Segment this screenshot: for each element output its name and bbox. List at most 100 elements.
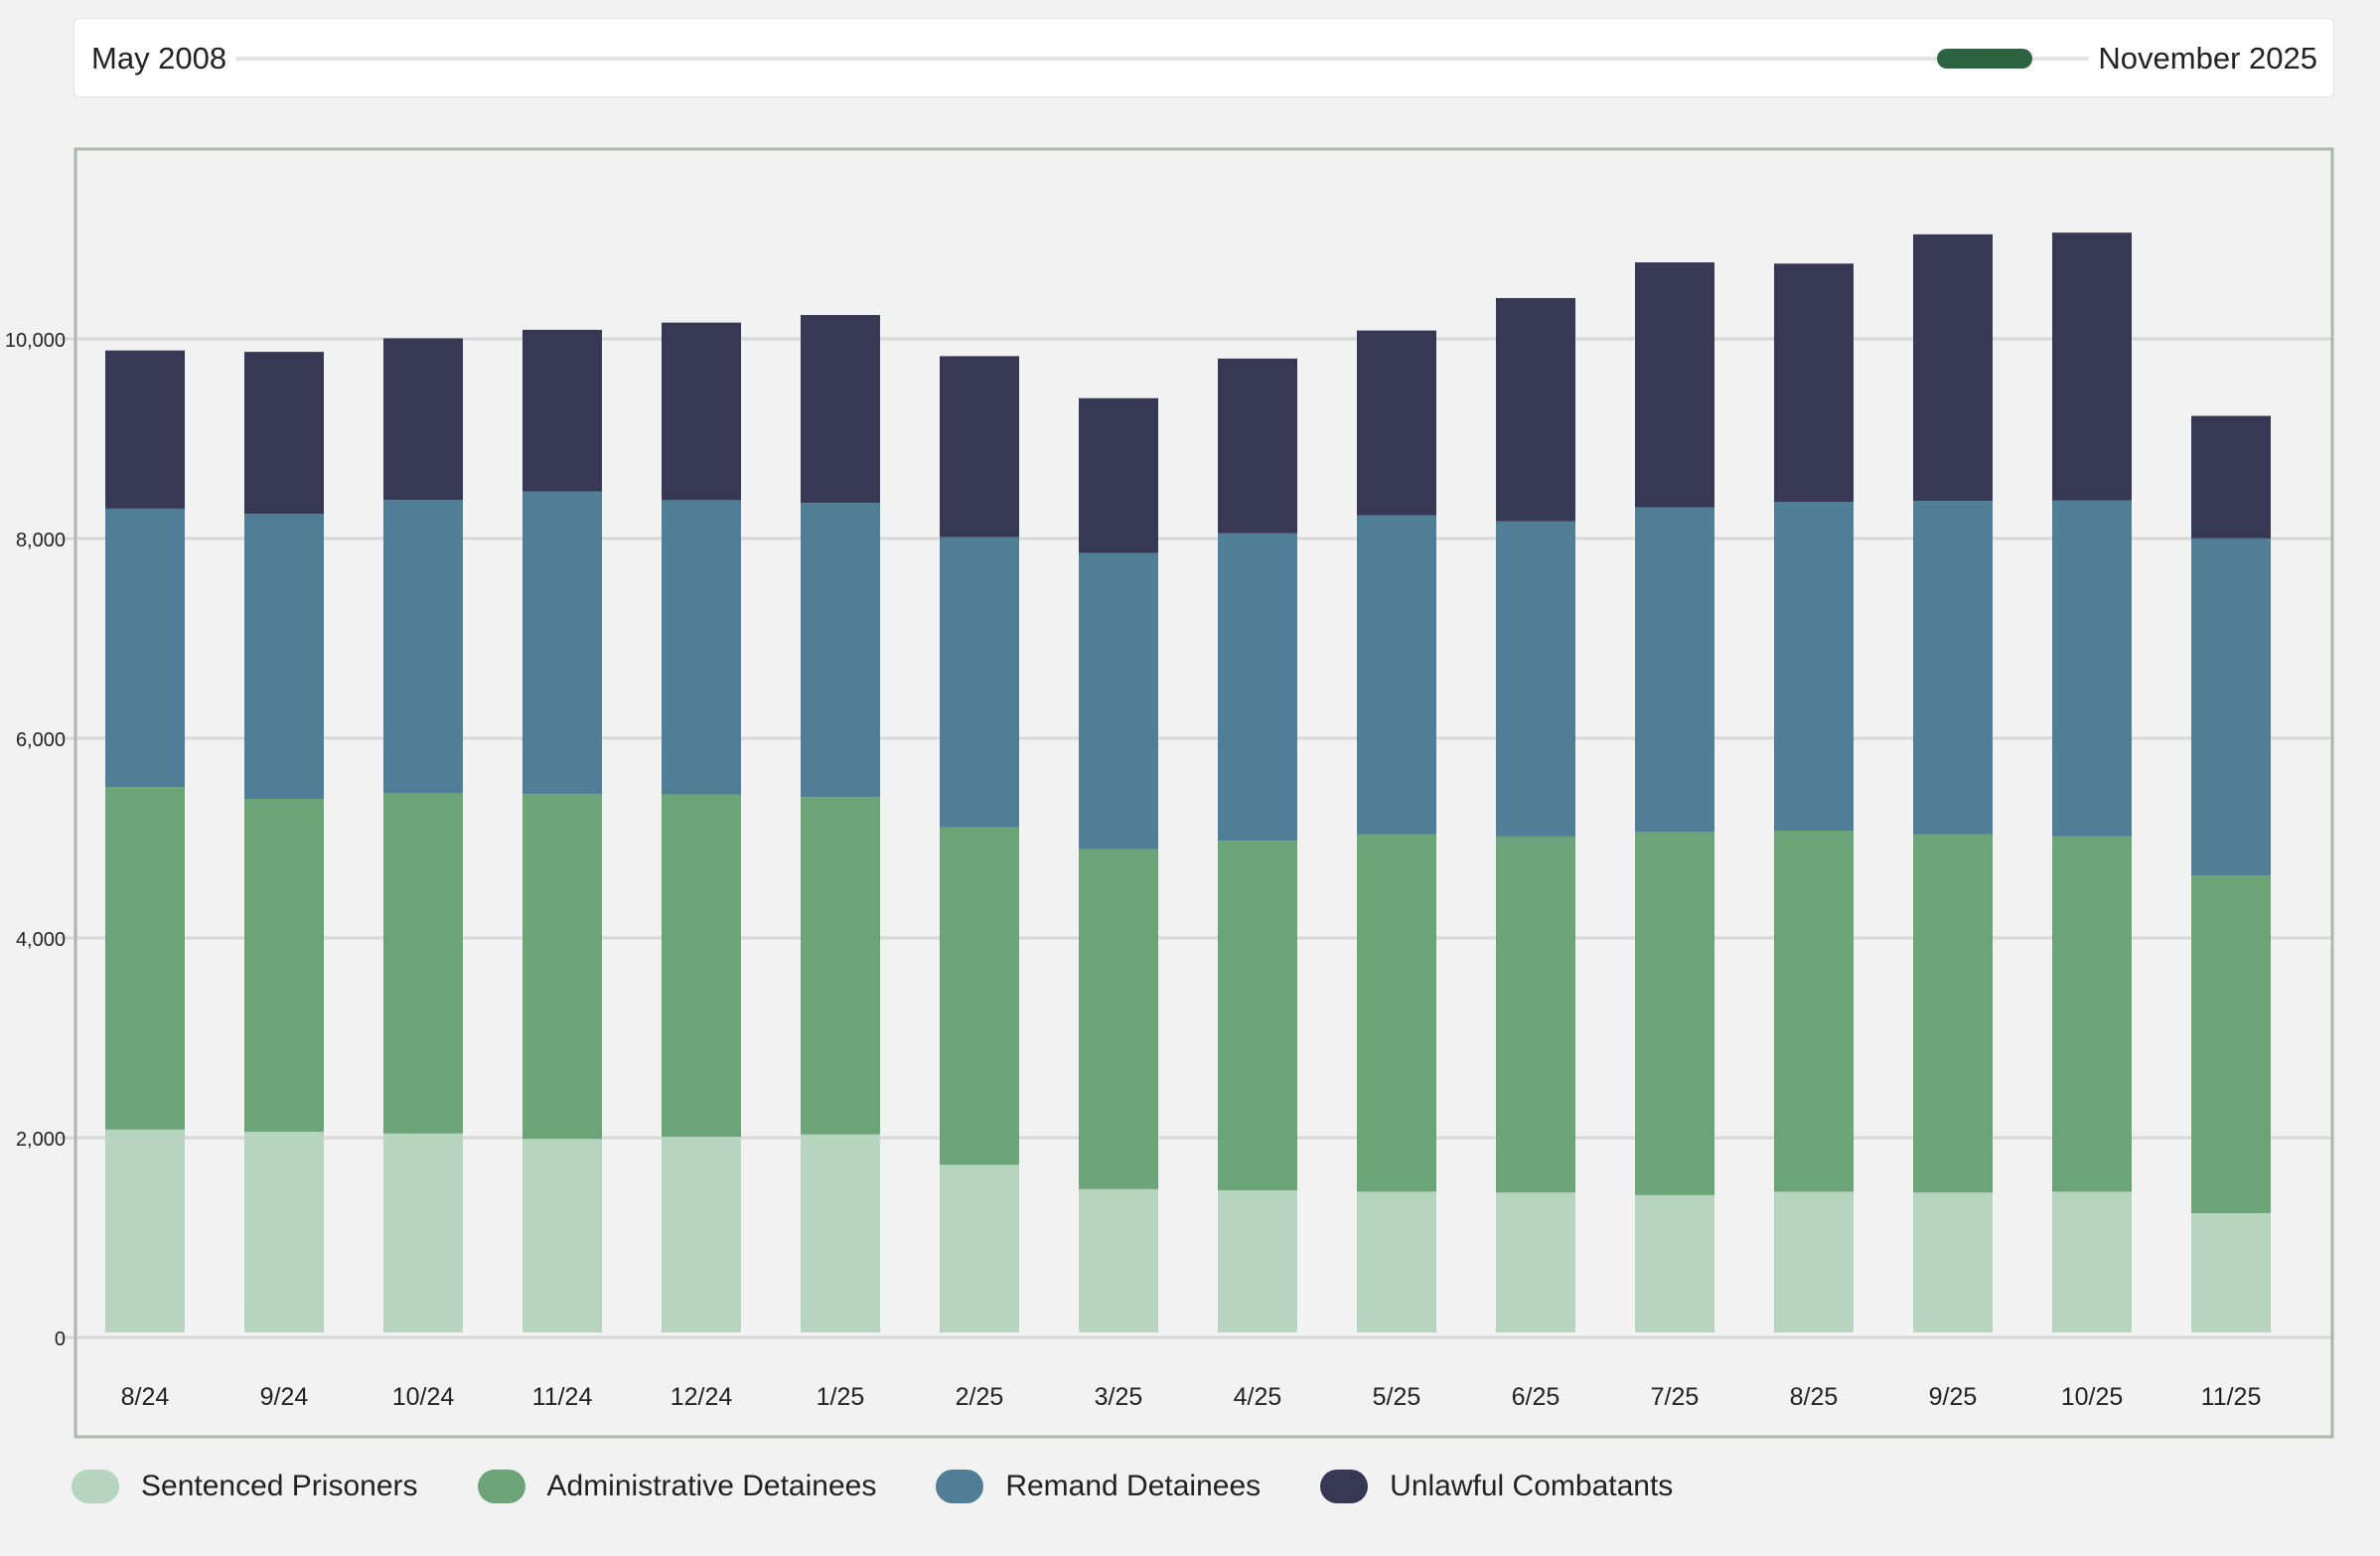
y-tick-label: 6,000 (16, 729, 66, 751)
range-end-label: November 2025 (2098, 41, 2317, 76)
legend-label: Sentenced Prisoners (141, 1470, 418, 1502)
legend-item[interactable]: Remand Detainees (936, 1470, 1261, 1503)
bar-segment-administrative-detainees[interactable] (1913, 834, 1993, 1193)
bar-segment-sentenced-prisoners[interactable] (522, 1139, 602, 1332)
bar-segment-unlawful-combatants[interactable] (940, 356, 1019, 538)
bar-segment-sentenced-prisoners[interactable] (1496, 1192, 1575, 1332)
legend-label: Unlawful Combatants (1390, 1470, 1674, 1502)
bar-segment-sentenced-prisoners[interactable] (244, 1132, 324, 1332)
bar-segment-sentenced-prisoners[interactable] (662, 1136, 741, 1332)
legend: Sentenced Prisoners Administrative Detain… (72, 1467, 1732, 1506)
legend-label: Administrative Detainees (546, 1470, 877, 1502)
x-tick-label: 9/24 (260, 1383, 309, 1411)
bar-segment-sentenced-prisoners[interactable] (2052, 1191, 2132, 1332)
bar-segment-administrative-detainees[interactable] (801, 797, 880, 1135)
bar-segment-unlawful-combatants[interactable] (1913, 233, 1993, 502)
bar-segment-remand-detainees[interactable] (522, 491, 602, 795)
bar-segment-administrative-detainees[interactable] (522, 794, 602, 1140)
bar-segment-administrative-detainees[interactable] (1357, 834, 1436, 1192)
bar-segment-sentenced-prisoners[interactable] (1218, 1189, 1297, 1332)
bar-segment-remand-detainees[interactable] (940, 537, 1019, 828)
y-tick-label: 10,000 (5, 330, 66, 352)
bar-segment-remand-detainees[interactable] (1357, 515, 1436, 835)
range-track[interactable] (235, 57, 2089, 61)
x-tick-label: 10/25 (2061, 1383, 2124, 1411)
x-tick-label: 8/24 (121, 1383, 170, 1411)
x-tick-label: 8/25 (1790, 1383, 1839, 1411)
bar-segment-sentenced-prisoners[interactable] (383, 1133, 463, 1332)
range-thumb-handle[interactable] (1937, 49, 2032, 69)
bar-segment-administrative-detainees[interactable] (2191, 875, 2271, 1213)
bar-segment-remand-detainees[interactable] (1635, 507, 1714, 833)
legend-item[interactable]: Unlawful Combatants (1320, 1470, 1673, 1503)
bar-segment-remand-detainees[interactable] (383, 500, 463, 794)
bar-segment-sentenced-prisoners[interactable] (1079, 1188, 1158, 1332)
bar-segment-unlawful-combatants[interactable] (1774, 263, 1854, 502)
x-tick-label: 7/25 (1651, 1383, 1700, 1411)
y-tick-label: 2,000 (16, 1129, 66, 1151)
bar-segment-sentenced-prisoners[interactable] (801, 1134, 880, 1332)
bar-segment-sentenced-prisoners[interactable] (1913, 1192, 1993, 1332)
bar-segment-remand-detainees[interactable] (1218, 533, 1297, 842)
bar-segment-sentenced-prisoners[interactable] (2191, 1212, 2271, 1332)
stacked-bar-chart: 0 2,000 4,000 6,000 8,000 10,000 8/24 9/24 10/2… (5, 147, 2334, 1439)
bar-segment-unlawful-combatants[interactable] (522, 329, 602, 492)
bar-segment-administrative-detainees[interactable] (1774, 831, 1854, 1192)
x-tick-label: 11/24 (532, 1383, 593, 1411)
bar-segment-sentenced-prisoners[interactable] (940, 1165, 1019, 1332)
bar-segment-administrative-detainees[interactable] (1079, 849, 1158, 1189)
bar-segment-unlawful-combatants[interactable] (1635, 262, 1714, 508)
bar-segment-unlawful-combatants[interactable] (105, 350, 185, 509)
bar-segment-sentenced-prisoners[interactable] (1635, 1194, 1714, 1332)
legend-item[interactable]: Sentenced Prisoners (72, 1470, 418, 1503)
chart-frame (74, 147, 2334, 1439)
x-tick-label: 10/24 (392, 1383, 455, 1411)
x-tick-label: 6/25 (1512, 1383, 1561, 1411)
bar-segment-unlawful-combatants[interactable] (244, 352, 324, 515)
bar-segment-unlawful-combatants[interactable] (801, 315, 880, 504)
bar-segment-remand-detainees[interactable] (1774, 501, 1854, 832)
bar-segment-administrative-detainees[interactable] (244, 798, 324, 1133)
y-tick-label: 4,000 (16, 929, 66, 951)
bar-segment-sentenced-prisoners[interactable] (105, 1129, 185, 1332)
bar-segment-unlawful-combatants[interactable] (1079, 397, 1158, 553)
bar-segment-remand-detainees[interactable] (244, 514, 324, 799)
x-tick-label: 12/24 (670, 1383, 733, 1411)
remand-swatch (936, 1470, 984, 1503)
range-start-label: May 2008 (91, 41, 227, 76)
bar-segment-unlawful-combatants[interactable] (662, 322, 741, 501)
bar-segment-administrative-detainees[interactable] (1218, 841, 1297, 1190)
bar-segment-remand-detainees[interactable] (1496, 521, 1575, 837)
bar-segment-remand-detainees[interactable] (2191, 538, 2271, 876)
bar-segment-unlawful-combatants[interactable] (1357, 330, 1436, 516)
bar-segment-unlawful-combatants[interactable] (2191, 415, 2271, 539)
x-tick-label: 4/25 (1234, 1383, 1282, 1411)
bar-segment-unlawful-combatants[interactable] (383, 338, 463, 501)
bar-segment-remand-detainees[interactable] (2052, 500, 2132, 837)
x-tick-label: 11/25 (2201, 1383, 2262, 1411)
bar-segment-remand-detainees[interactable] (1079, 552, 1158, 850)
x-tick-label: 5/25 (1373, 1383, 1421, 1411)
bar-segment-remand-detainees[interactable] (105, 508, 185, 788)
legend-item[interactable]: Administrative Detainees (477, 1470, 877, 1503)
bar-segment-unlawful-combatants[interactable] (1218, 358, 1297, 534)
bar-segment-sentenced-prisoners[interactable] (1357, 1191, 1436, 1332)
bar-segment-remand-detainees[interactable] (801, 503, 880, 798)
x-tick-label: 1/25 (817, 1383, 865, 1411)
bar-segment-administrative-detainees[interactable] (1635, 832, 1714, 1195)
bar-segment-administrative-detainees[interactable] (105, 787, 185, 1130)
bar-segment-sentenced-prisoners[interactable] (1774, 1191, 1854, 1332)
bar-segment-administrative-detainees[interactable] (383, 793, 463, 1134)
bar-segment-remand-detainees[interactable] (1913, 501, 1993, 835)
bar-segment-administrative-detainees[interactable] (662, 794, 741, 1137)
bar-segment-unlawful-combatants[interactable] (2052, 233, 2132, 501)
bar-segment-administrative-detainees[interactable] (1496, 836, 1575, 1193)
administrative-swatch (477, 1470, 525, 1503)
bar-segment-unlawful-combatants[interactable] (1496, 297, 1575, 522)
y-axis-ticks: 0 2,000 4,000 6,000 8,000 10,000 (5, 330, 66, 1350)
bar-segment-administrative-detainees[interactable] (2052, 836, 2132, 1192)
bar-segment-administrative-detainees[interactable] (940, 827, 1019, 1166)
bar-segment-remand-detainees[interactable] (662, 500, 741, 795)
date-range-slider: May 2008 November 2025 (74, 18, 2334, 97)
unlawful-swatch (1320, 1470, 1369, 1503)
